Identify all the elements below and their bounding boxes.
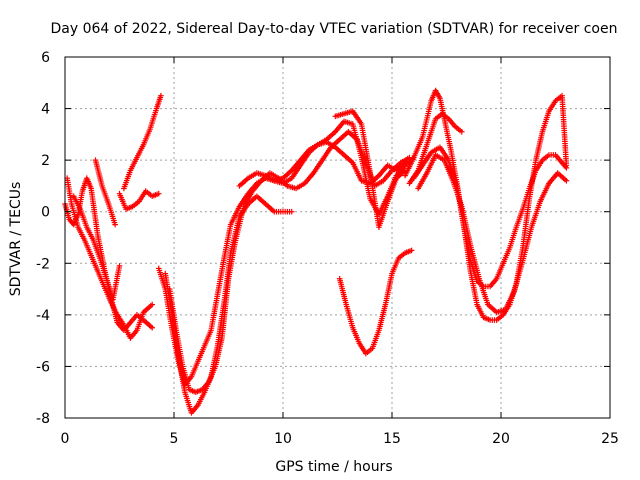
data-point xyxy=(563,165,570,171)
x-tick-label: 25 xyxy=(601,431,619,447)
y-axis-title: SDTVAR / TECUs xyxy=(8,182,24,297)
tick-marks xyxy=(64,56,611,419)
data-point xyxy=(408,247,415,254)
data-point xyxy=(112,221,118,228)
y-tick-label: 4 xyxy=(41,102,50,118)
y-tick-label: -8 xyxy=(36,411,50,427)
x-tick-label: 0 xyxy=(61,431,70,447)
data-series xyxy=(92,157,118,228)
y-tick-label: -6 xyxy=(36,359,50,375)
data-point xyxy=(116,263,123,269)
data-point xyxy=(563,177,570,184)
data-point xyxy=(155,190,162,197)
x-axis-title: GPS time / hours xyxy=(275,459,392,475)
data-series xyxy=(415,152,570,316)
x-tick-label: 15 xyxy=(383,431,401,447)
data-series xyxy=(116,188,162,212)
plot-frame xyxy=(64,56,611,419)
data-series xyxy=(121,92,164,192)
y-tick-label: 6 xyxy=(41,50,50,66)
data-point xyxy=(149,301,155,308)
data-point xyxy=(458,128,465,135)
data-point xyxy=(149,324,155,331)
x-tick-label: 20 xyxy=(492,431,510,447)
y-tick-labels: -8 -6 -4 -2 0 2 4 6 xyxy=(36,50,50,427)
x-tick-label: 10 xyxy=(274,431,292,447)
chart-title: Day 064 of 2022, Sidereal Day-to-day VTE… xyxy=(51,21,618,37)
x-tick-label: 5 xyxy=(170,431,179,447)
y-tick-label: 0 xyxy=(41,205,50,221)
data-series xyxy=(332,108,408,230)
data-series xyxy=(166,128,413,396)
data-point xyxy=(288,208,295,215)
data-series xyxy=(402,87,570,323)
y-tick-label: 2 xyxy=(41,153,50,169)
data-series xyxy=(411,144,570,290)
y-tick-label: -2 xyxy=(36,256,50,272)
data-series xyxy=(336,247,415,357)
data-series xyxy=(70,193,123,303)
y-tick-label: -4 xyxy=(36,308,50,324)
data-points xyxy=(62,87,570,416)
x-tick-labels: 0 5 10 15 20 25 xyxy=(61,431,619,447)
data-point xyxy=(158,92,164,99)
data-series xyxy=(64,175,155,341)
